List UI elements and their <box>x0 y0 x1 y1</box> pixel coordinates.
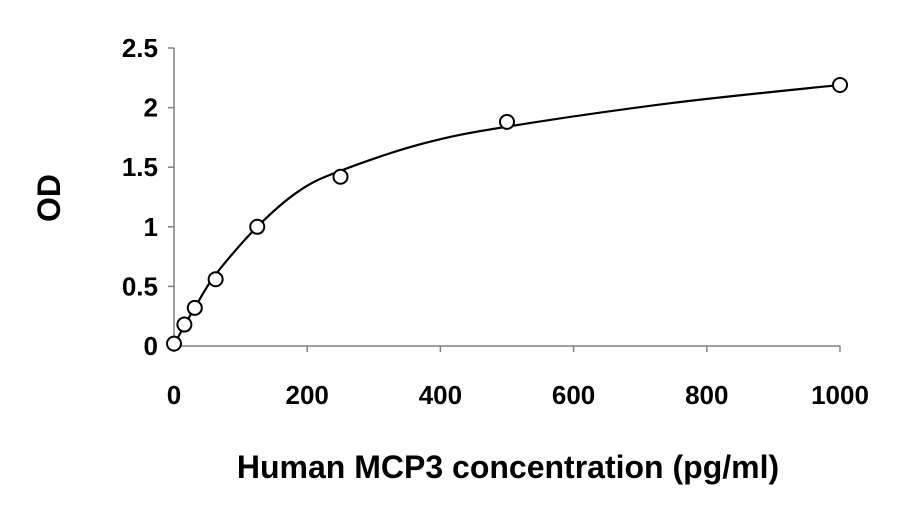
y-tick-label: 1 <box>144 212 158 242</box>
x-tick-label: 200 <box>286 380 329 410</box>
x-axis: 0 200 400 600 800 1000 <box>167 345 869 410</box>
y-axis: 0 0.5 1 1.5 2 2.5 <box>122 33 175 361</box>
data-point <box>499 113 515 130</box>
y-tick-label: 0 <box>144 331 158 361</box>
x-axis-title: Human MCP3 concentration (pg/ml) <box>237 449 779 485</box>
y-tick-label: 1.5 <box>122 152 158 182</box>
y-axis-title: OD <box>31 174 67 222</box>
x-tick-label: 1000 <box>811 380 869 410</box>
data-point <box>207 271 224 288</box>
data-point <box>166 335 182 352</box>
x-tick-label: 600 <box>552 380 595 410</box>
y-tick-label: 2 <box>144 93 158 123</box>
data-point <box>176 316 193 333</box>
y-tick-label: 0.5 <box>122 271 158 301</box>
data-point <box>832 76 848 93</box>
x-tick-label: 400 <box>419 380 462 410</box>
data-points <box>166 76 848 352</box>
data-point <box>249 218 266 235</box>
data-point <box>332 168 349 185</box>
x-tick-label: 800 <box>685 380 728 410</box>
data-point <box>186 299 203 316</box>
x-tick-label: 0 <box>167 380 181 410</box>
y-tick-label: 2.5 <box>122 33 158 63</box>
